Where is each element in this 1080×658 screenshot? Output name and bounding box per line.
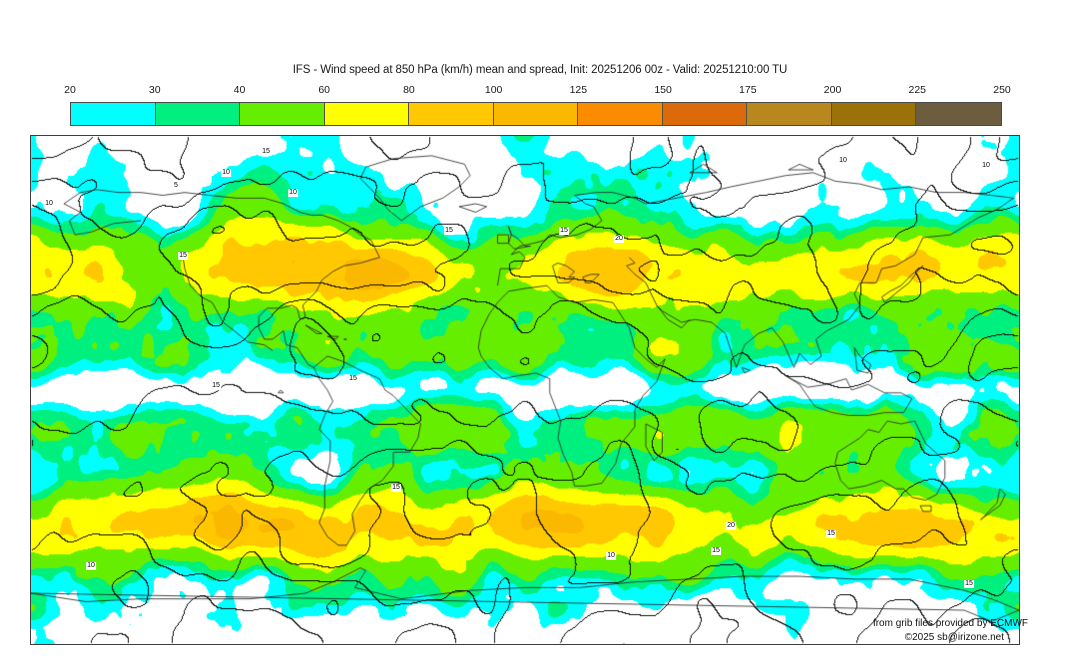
- colorbar-tick-label: 150: [654, 84, 672, 96]
- colorbar-swatch: [240, 103, 325, 125]
- colorbar-swatch: [831, 103, 917, 125]
- colorbar-tick-label: 200: [823, 84, 842, 96]
- colorbar-tick-label: 100: [484, 84, 503, 96]
- colorbar-swatch: [409, 103, 494, 125]
- copyright-credit: ©2025 sb@irizone.net: [904, 632, 1004, 643]
- wind-speed-map-canvas: [31, 136, 1019, 644]
- colorbar-tick-label: 30: [148, 84, 161, 96]
- colorbar: 20 30 40 60 80 100 125 150 175 200 225 250: [64, 84, 1011, 128]
- colorbar-tick-label: 225: [908, 84, 927, 96]
- colorbar-swatch: [662, 103, 748, 125]
- colorbar-swatches: [70, 102, 1002, 126]
- colorbar-swatch: [493, 103, 579, 125]
- map-plot-area[interactable]: 5 15 10 10 15 10 15 15 20 10 10 15 20 15 10 15 15 15 10 15: [30, 135, 1020, 645]
- colorbar-tick-label: 175: [739, 84, 757, 96]
- colorbar-tick-label: 250: [993, 84, 1011, 96]
- colorbar-swatch: [324, 103, 410, 125]
- page-title: IFS - Wind speed at 850 hPa (km/h) mean …: [292, 64, 788, 76]
- colorbar-tick-labels: 20 30 40 60 80 100 125 150 175 200 225 250: [64, 84, 1011, 98]
- colorbar-tick-label: 20: [64, 84, 76, 96]
- data-source-credit: from grib files provided by ECMWF: [872, 618, 1028, 629]
- colorbar-tick-label: 80: [403, 84, 415, 96]
- colorbar-swatch: [155, 103, 241, 125]
- colorbar-swatch: [747, 103, 832, 125]
- colorbar-tick-label: 125: [569, 84, 588, 96]
- colorbar-tick-label: 60: [318, 84, 331, 96]
- colorbar-swatch: [578, 103, 663, 125]
- colorbar-tick-label: 40: [233, 84, 246, 96]
- colorbar-swatch: [916, 103, 1002, 125]
- colorbar-swatch: [71, 103, 156, 125]
